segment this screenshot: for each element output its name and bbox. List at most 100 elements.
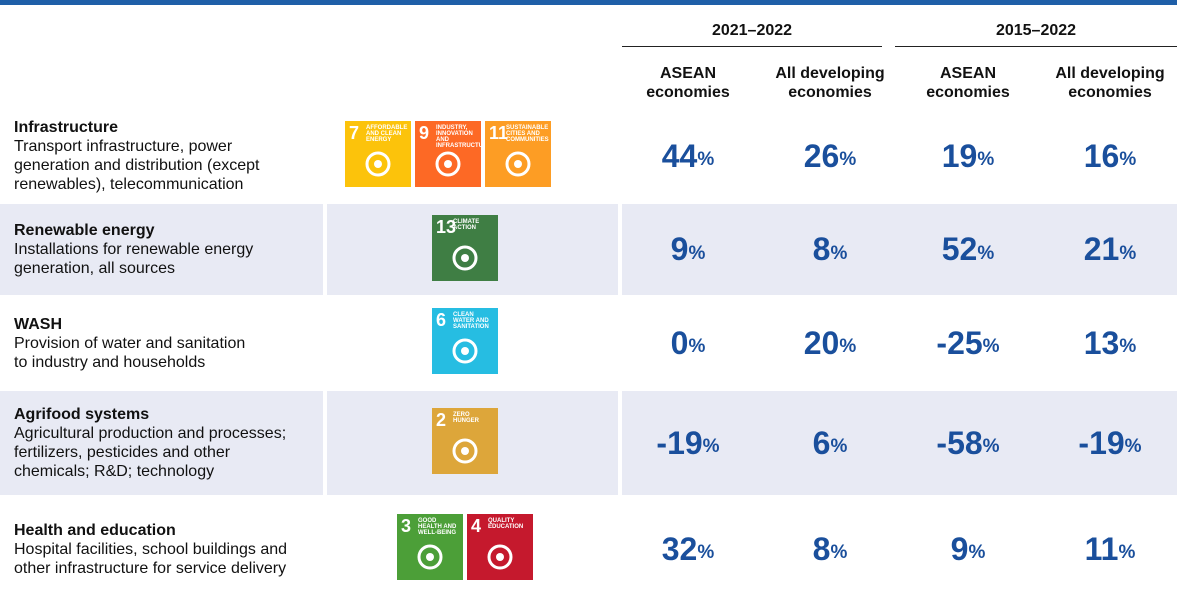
row-title: Health and education — [14, 521, 176, 539]
value-number: 16 — [1083, 137, 1120, 174]
value-number: 44 — [661, 137, 698, 174]
value-unit: % — [982, 336, 1000, 357]
row-description: generation, all sources — [14, 260, 175, 277]
sdg-number: 13 — [436, 216, 457, 237]
sdg-label: QUALITY EDUCATION — [488, 518, 524, 530]
value-cell: 21% — [1040, 204, 1177, 295]
sdg-icon: 9 INDUSTRY, INNOVATION AND INFRASTRUCTURE — [415, 121, 481, 187]
row-label: WASH Provision of water and sanitation to … — [14, 297, 324, 389]
value-number: -19 — [656, 424, 703, 461]
value-number: 20 — [803, 324, 840, 361]
column-header-text: ASEAN economies — [926, 65, 1010, 101]
value-unit: % — [968, 542, 986, 563]
value-cell: 19% — [898, 110, 1038, 202]
value-unit: % — [1124, 436, 1142, 457]
row-title: WASH — [14, 315, 62, 333]
row-label: Infrastructure Transport infrastructure, … — [14, 110, 324, 202]
sdg-icon: 3 GOOD HEALTH AND WELL-BEING — [397, 514, 463, 580]
sdg-number: 4 — [471, 516, 482, 536]
value-number: 0 — [670, 324, 689, 361]
value-unit: % — [1119, 336, 1137, 357]
sdg-number: 3 — [401, 516, 412, 536]
value-number: 9 — [670, 231, 689, 267]
sdg-number: 2 — [436, 410, 447, 430]
sdg-label: ZERO HUNGER — [453, 412, 480, 424]
row-label: Renewable energy Installations for renewa… — [14, 204, 324, 295]
row-description: fertilizers, pesticides and other — [14, 444, 231, 461]
sdg-number: 9 — [419, 123, 430, 143]
sdg-number: 6 — [436, 310, 447, 330]
value-unit: % — [702, 436, 720, 457]
row-label: Agrifood systems Agricultural production … — [14, 391, 324, 495]
value-number: 32 — [661, 530, 698, 567]
value-unit: % — [977, 242, 995, 264]
value-number: 8 — [812, 530, 831, 567]
top-bar — [0, 0, 1177, 5]
sdg-icon: 2 ZERO HUNGER — [432, 408, 498, 474]
value-unit: % — [830, 436, 848, 457]
value-cell: -25% — [898, 297, 1038, 389]
group-header: 2015–2022 — [995, 22, 1077, 39]
sdg-glyph — [452, 245, 478, 270]
value-unit: % — [982, 436, 1000, 457]
value-unit: % — [830, 542, 848, 563]
value-cell: 44% — [618, 110, 758, 202]
value-number: 11 — [1084, 530, 1119, 567]
group-rule — [895, 46, 1177, 47]
sdg-icon: 6 CLEAN WATER AND SANITATION — [432, 308, 498, 374]
value-unit: % — [697, 542, 715, 563]
sdg-glyph — [505, 151, 531, 177]
value-unit: % — [1118, 542, 1136, 563]
row-description: Transport infrastructure, power — [14, 138, 233, 155]
value-number: 52 — [941, 231, 978, 267]
sdg-glyph — [487, 544, 513, 570]
value-unit: % — [830, 242, 848, 264]
sdg-glyph — [417, 544, 443, 570]
column-header: All developing economies — [1040, 64, 1177, 102]
sdg-glyph — [365, 151, 391, 177]
row-description: Agricultural production and processes; — [14, 425, 287, 442]
sdg-glyph — [452, 438, 478, 464]
value-unit: % — [1119, 242, 1137, 264]
column-header-text: All developing economies — [1055, 65, 1165, 101]
value-cell: 13% — [1040, 297, 1177, 389]
sdg-label: INDUSTRY, INNOVATION AND INFRASTRUCTURE — [436, 125, 481, 149]
value-cell: 9% — [618, 204, 758, 295]
value-unit: % — [688, 242, 706, 264]
value-cell: -58% — [898, 391, 1038, 495]
sdg-label: AFFORDABLE AND CLEAN ENERGY — [366, 125, 408, 143]
row-description: renewables), telecommunication — [14, 176, 244, 193]
row-label: Health and education Hospital facilities,… — [14, 497, 324, 601]
value-cell: 8% — [760, 497, 900, 601]
value-number: -58 — [936, 424, 983, 461]
row-shade — [622, 391, 1177, 495]
sdg-icon: 11 SUSTAINABLE CITIES AND COMMUNITIES — [485, 121, 551, 187]
sdg-number: 7 — [349, 123, 360, 143]
value-cell: 0% — [618, 297, 758, 389]
sdg-label: SUSTAINABLE CITIES AND COMMUNITIES — [506, 125, 549, 143]
value-unit: % — [839, 336, 857, 357]
sdg-glyph — [435, 151, 461, 177]
sdg-label: CLIMATE ACTION — [453, 218, 480, 231]
value-number: 8 — [812, 231, 831, 267]
row-description: chemicals; R&D; technology — [14, 463, 215, 480]
column-header: All developing economies — [760, 64, 900, 102]
value-unit: % — [697, 149, 715, 170]
row-title: Agrifood systems — [14, 406, 150, 423]
row-shade — [0, 391, 323, 495]
value-number: -25 — [936, 324, 983, 361]
column-header-text: ASEAN economies — [646, 65, 730, 101]
row-title: Infrastructure — [14, 119, 119, 136]
group-header: 2021–2022 — [711, 22, 793, 39]
row-description: to industry and households — [14, 353, 206, 371]
row-description: Installations for renewable energy — [14, 241, 254, 258]
value-cell: -19% — [618, 391, 758, 495]
row-description: Hospital facilities, school buildings an… — [14, 540, 288, 558]
sdg-label: CLEAN WATER AND SANITATION — [453, 312, 489, 330]
sdg-label: GOOD HEALTH AND WELL-BEING — [418, 518, 457, 536]
value-cell: 20% — [760, 297, 900, 389]
value-cell: 32% — [618, 497, 758, 601]
row-shade — [0, 204, 323, 295]
value-cell: 52% — [898, 204, 1038, 295]
